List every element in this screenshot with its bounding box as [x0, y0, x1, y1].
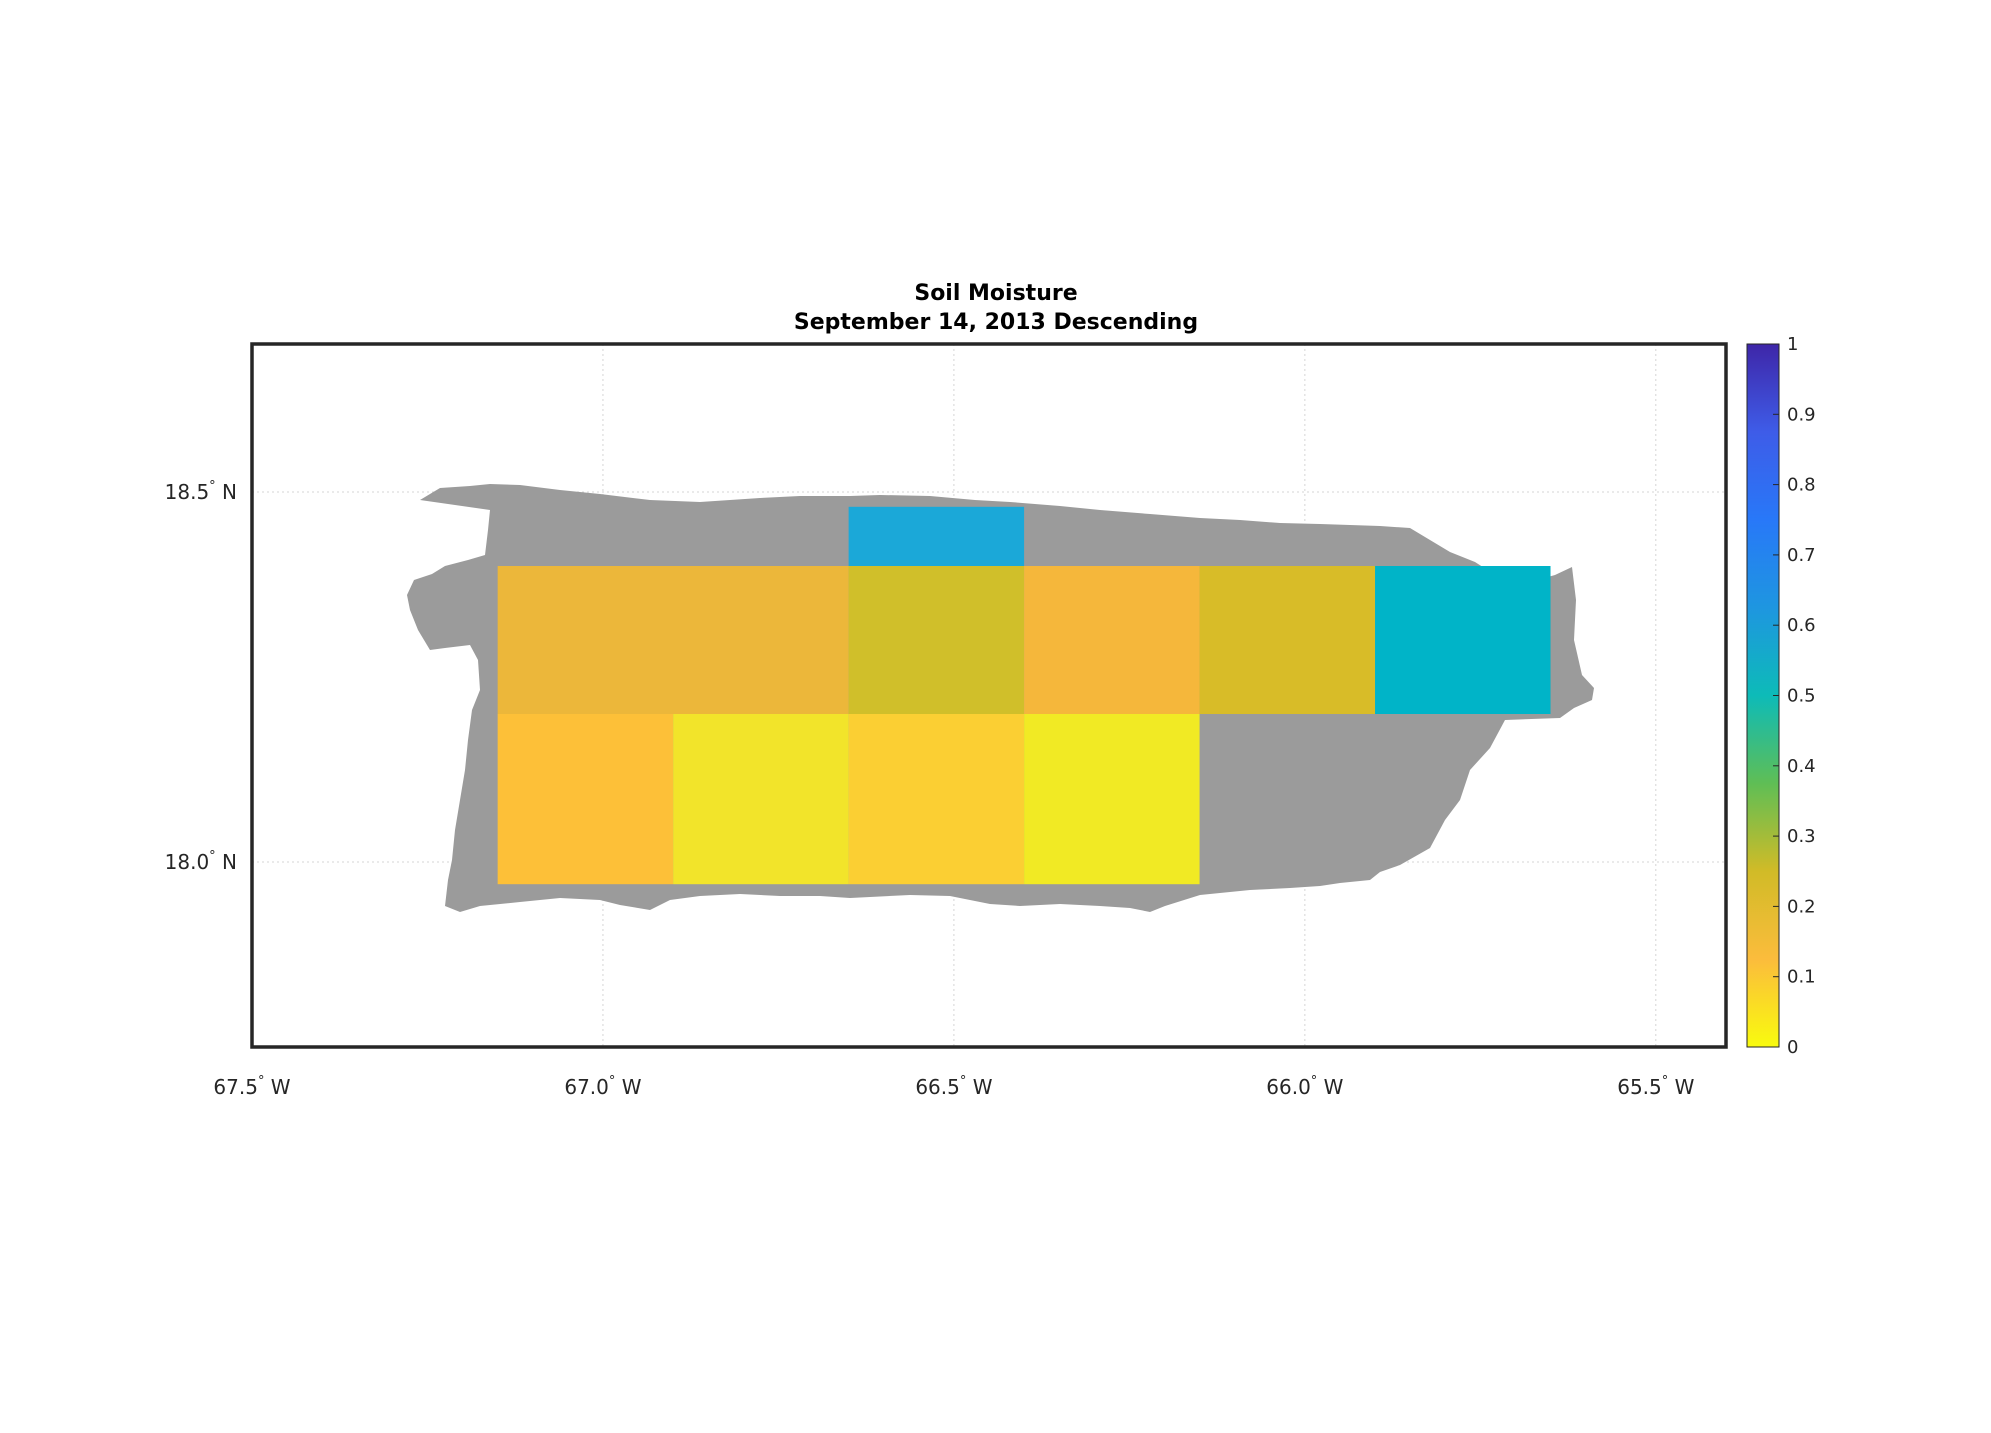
soil-moisture-cells	[497, 506, 1551, 885]
lon-tick-label: 67.5° W	[213, 1074, 290, 1099]
lon-tick-label: 67.0° W	[564, 1074, 641, 1099]
soil-moisture-cell	[497, 566, 849, 714]
lat-tick-label: 18.0° N	[165, 849, 237, 874]
map-title-line1: Soil Moisture	[914, 281, 1077, 306]
soil-moisture-cell	[1199, 566, 1376, 714]
longitude-tick-labels: 67.5° W 67.0° W 66.5° W 66.0° W 65.5° W	[213, 1074, 1694, 1099]
lon-tick-label: 66.0° W	[1266, 1074, 1343, 1099]
latitude-tick-labels: 18.5° N 18.0° N	[165, 479, 237, 874]
colorbar-tick-label: 0.6	[1787, 615, 1816, 636]
colorbar-tick-label: 0.1	[1787, 967, 1816, 988]
colorbar-tick-label: 0.2	[1787, 896, 1816, 917]
soil-moisture-cell	[673, 714, 849, 885]
soil-moisture-cell	[848, 714, 1025, 885]
map-title-line2: September 14, 2013 Descending	[794, 310, 1198, 335]
colorbar-tick-label: 0.8	[1787, 475, 1816, 496]
soil-moisture-cell	[497, 714, 674, 885]
colorbar-tick-label: 0	[1787, 1037, 1798, 1058]
map-frame	[250, 342, 1728, 1049]
colorbar-tick-label: 0.4	[1787, 756, 1816, 777]
colorbar-ticks: 0 0.1 0.2 0.3 0.4 0.5 0.6 0.7 0.8 0.9 1	[1773, 334, 1816, 1058]
colorbar-tick-label: 0.9	[1787, 404, 1816, 425]
lat-tick-label: 18.5° N	[165, 479, 237, 504]
soil-moisture-cell	[848, 506, 1025, 566]
lon-tick-label: 65.5° W	[1617, 1074, 1694, 1099]
colorbar-tick-label: 0.3	[1787, 826, 1816, 847]
soil-moisture-cell	[1024, 714, 1200, 885]
soil-moisture-cell	[848, 566, 1025, 714]
colorbar-tick-label: 0.7	[1787, 545, 1816, 566]
lon-tick-label: 66.5° W	[915, 1074, 992, 1099]
soil-moisture-cell	[1375, 566, 1551, 714]
colorbar-tick-label: 1	[1787, 334, 1798, 355]
map-panel	[250, 342, 1728, 1049]
colorbar-tick-label: 0.5	[1787, 686, 1816, 707]
colorbar: 0 0.1 0.2 0.3 0.4 0.5 0.6 0.7 0.8 0.9 1	[1746, 334, 1816, 1058]
soil-moisture-cell	[1024, 566, 1200, 714]
